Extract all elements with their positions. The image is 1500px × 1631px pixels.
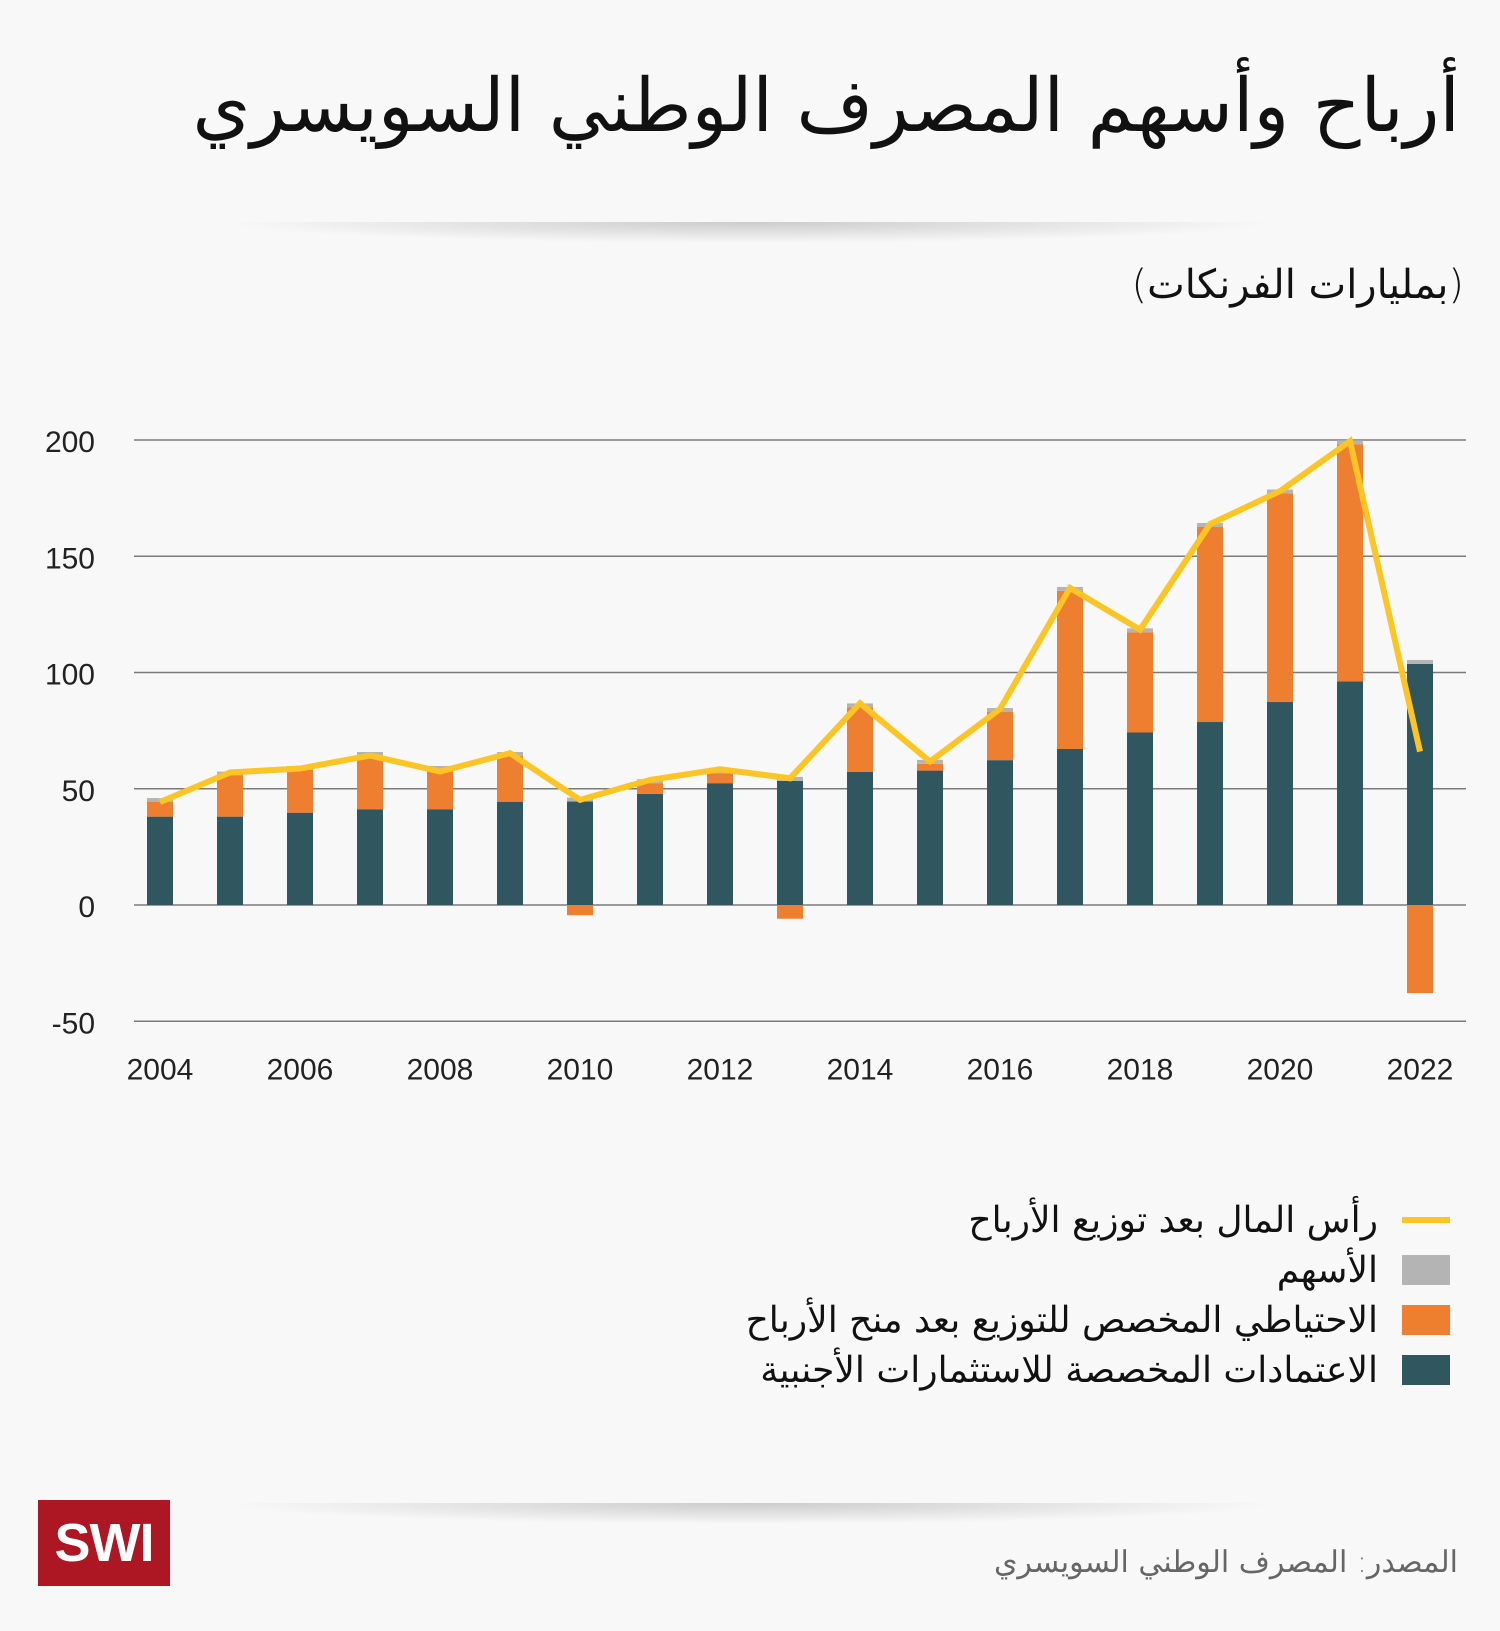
bar-distribution-reserve: [287, 769, 313, 813]
bar-foreign-reserves: [1127, 732, 1153, 905]
x-tick-label: 2016: [967, 1053, 1034, 1086]
x-tick-label: 2012: [687, 1053, 754, 1086]
bar-distribution-reserve: [217, 775, 243, 817]
bar-distribution-reserve: [777, 905, 803, 919]
bar-shares: [427, 765, 453, 770]
bar-distribution-reserve: [707, 773, 733, 784]
x-axis: 2004 2006 2008 2010 2012 2014 2016 2018 2020 2022: [127, 1053, 1454, 1086]
bar-distribution-reserve: [1127, 632, 1153, 733]
legend-item: الاحتياطي المخصص للتوزيع بعد منح الأرباح: [746, 1295, 1450, 1345]
bar-distribution-reserve: [637, 783, 663, 794]
bar-foreign-reserves: [287, 812, 313, 905]
bar-foreign-reserves: [1197, 722, 1223, 905]
footer-divider: [0, 1503, 1500, 1533]
bar-foreign-reserves: [217, 816, 243, 905]
legend-label: الأسهم: [1276, 1249, 1378, 1291]
bar-distribution-reserve: [917, 763, 943, 771]
source-note: المصدر: المصرف الوطني السويسري: [993, 1545, 1458, 1580]
bar-foreign-reserves: [987, 760, 1013, 905]
bar-foreign-reserves: [497, 802, 523, 905]
capital-line-series: [158, 436, 1423, 805]
x-tick-label: 2022: [1387, 1053, 1454, 1086]
y-tick-label: 0: [78, 891, 95, 924]
y-tick-label: -50: [52, 1007, 95, 1040]
legend-color-swatch: [1402, 1355, 1450, 1385]
y-tick-label: 150: [45, 542, 95, 575]
x-tick-label: 2018: [1107, 1053, 1174, 1086]
unit-label: (بمليارات الفرنكات): [1131, 262, 1464, 308]
legend: رأس المال بعد توزيع الأرباح الأسهم الاحتيا…: [746, 1195, 1450, 1395]
bars: [147, 440, 1433, 994]
legend-label: الاعتمادات المخصصة للاستثمارات الأجنبية: [760, 1349, 1378, 1391]
bar-distribution-reserve: [497, 755, 523, 803]
bar-distribution-reserve: [567, 905, 593, 916]
bar-foreign-reserves: [847, 772, 873, 905]
legend-color-swatch: [1402, 1305, 1450, 1335]
bar-foreign-reserves: [567, 801, 593, 905]
bar-foreign-reserves: [147, 816, 173, 905]
legend-item: الاعتمادات المخصصة للاستثمارات الأجنبية: [746, 1345, 1450, 1395]
bar-foreign-reserves: [1337, 681, 1363, 905]
swi-logo: SWI: [38, 1500, 170, 1586]
x-tick-label: 2008: [407, 1053, 474, 1086]
bar-distribution-reserve: [147, 802, 173, 817]
x-tick-label: 2004: [127, 1053, 194, 1086]
legend-item: رأس المال بعد توزيع الأرباح: [746, 1195, 1450, 1245]
bar-foreign-reserves: [917, 770, 943, 905]
bar-shares: [1407, 659, 1433, 664]
x-tick-label: 2006: [267, 1053, 334, 1086]
bar-foreign-reserves: [427, 809, 453, 905]
chart-title: أرباح وأسهم المصرف الوطني السويسري: [192, 63, 1460, 149]
bar-distribution-reserve: [987, 712, 1013, 761]
header-divider: [0, 222, 1500, 252]
bar-distribution-reserve: [1407, 905, 1433, 994]
x-tick-label: 2014: [827, 1053, 894, 1086]
bar-foreign-reserves: [1057, 748, 1083, 905]
bar-distribution-reserve: [1267, 493, 1293, 703]
y-tick-label: 50: [62, 775, 95, 808]
y-tick-label: 200: [45, 426, 95, 459]
legend-label: رأس المال بعد توزيع الأرباح: [968, 1199, 1378, 1241]
bar-foreign-reserves: [777, 780, 803, 905]
x-tick-label: 2010: [547, 1053, 614, 1086]
x-tick-label: 2020: [1247, 1053, 1314, 1086]
legend-color-swatch: [1402, 1255, 1450, 1285]
bar-foreign-reserves: [707, 783, 733, 905]
bar-distribution-reserve: [1197, 526, 1223, 723]
bar-distribution-reserve: [357, 755, 383, 810]
legend-item: الأسهم: [746, 1245, 1450, 1295]
bar-distribution-reserve: [427, 769, 453, 810]
capital-line: [158, 436, 1423, 805]
bar-foreign-reserves: [1267, 702, 1293, 905]
bar-foreign-reserves: [357, 809, 383, 905]
grid-lines: [134, 439, 1466, 1022]
legend-line-swatch: [1402, 1217, 1450, 1223]
y-axis: 200 150 100 50 0 -50: [45, 426, 95, 1040]
y-tick-label: 100: [45, 659, 95, 692]
bar-distribution-reserve: [847, 707, 873, 773]
chart: 200 150 100 50 0 -50 2004 2006 2008 2010 2012 2014…: [45, 426, 1466, 1086]
bar-foreign-reserves: [637, 793, 663, 905]
bar-distribution-reserve: [1057, 590, 1083, 749]
legend-label: الاحتياطي المخصص للتوزيع بعد منح الأرباح: [745, 1299, 1378, 1341]
